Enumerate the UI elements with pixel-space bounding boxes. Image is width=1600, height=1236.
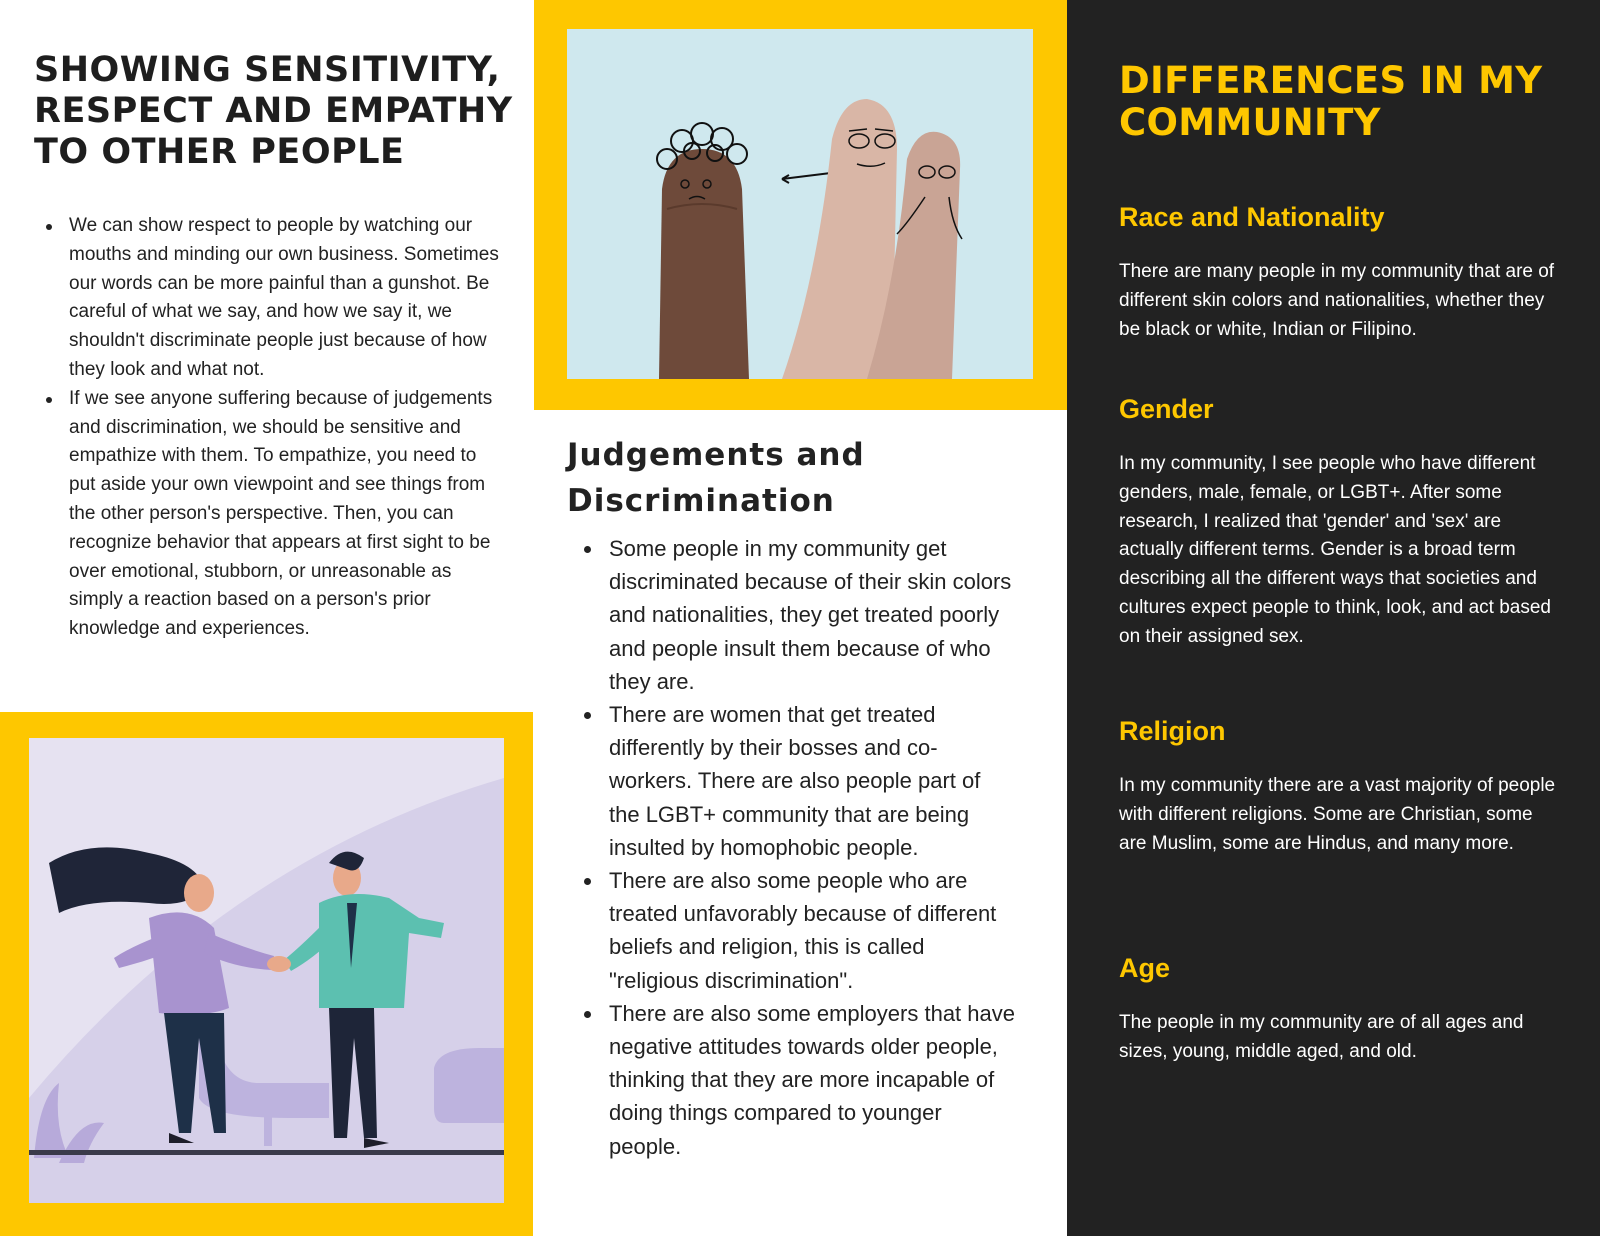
list-item: If we see anyone suffering because of ju… bbox=[34, 385, 504, 644]
list-item: There are also some people who are treat… bbox=[567, 864, 1017, 997]
judgements-bullet-list: Some people in my community get discrimi… bbox=[567, 532, 1017, 1163]
left-title: SHOWING SENSITIVITY, RESPECT AND EMPATHY… bbox=[34, 50, 513, 172]
age-heading: Age bbox=[1119, 953, 1171, 983]
differences-title: DIFFERENCES IN MY COMMUNITY bbox=[1119, 59, 1543, 144]
handshake-illustration-svg bbox=[29, 738, 504, 1203]
fingers-photo bbox=[567, 29, 1033, 379]
list-item: There are also some employers that have … bbox=[567, 997, 1017, 1163]
religion-body: In my community there are a vast majorit… bbox=[1119, 775, 1556, 854]
left-panel: SHOWING SENSITIVITY, RESPECT AND EMPATHY… bbox=[0, 0, 534, 1236]
handshake-image-frame bbox=[0, 712, 533, 1236]
fingers-image-frame bbox=[534, 0, 1067, 410]
right-panel: DIFFERENCES IN MY COMMUNITY Race and Nat… bbox=[1067, 0, 1600, 1236]
judgements-title: Judgements and Discrimination bbox=[567, 437, 865, 519]
list-item: There are women that get treated differe… bbox=[567, 698, 1017, 864]
list-item: We can show respect to people by watchin… bbox=[34, 212, 504, 385]
handshake-illustration bbox=[29, 738, 504, 1203]
fingers-illustration-svg bbox=[567, 29, 1033, 379]
left-bullet-list: We can show respect to people by watchin… bbox=[34, 212, 504, 644]
gender-heading: Gender bbox=[1119, 394, 1214, 424]
gender-body: In my community, I see people who have d… bbox=[1119, 453, 1551, 647]
age-body: The people in my community are of all ag… bbox=[1119, 1012, 1524, 1062]
list-item: Some people in my community get discrimi… bbox=[567, 532, 1017, 698]
race-nationality-heading: Race and Nationality bbox=[1119, 202, 1385, 232]
religion-heading: Religion bbox=[1119, 716, 1226, 746]
race-nationality-body: There are many people in my community th… bbox=[1119, 261, 1555, 340]
